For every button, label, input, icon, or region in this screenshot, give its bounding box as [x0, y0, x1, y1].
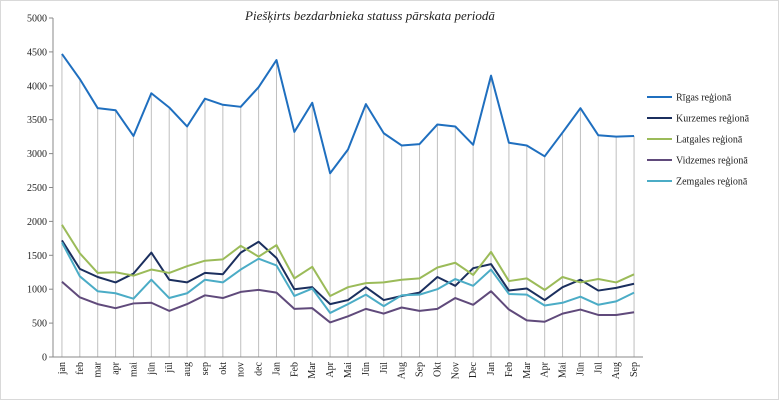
- x-tick-label: jan: [57, 362, 68, 375]
- legend-label: Vidzemes reģionā: [676, 156, 748, 167]
- y-tick-label: 1000: [27, 285, 47, 296]
- y-tick-label: 3500: [27, 115, 47, 126]
- x-tick-label: sep: [200, 362, 211, 375]
- x-tick-label: Mar: [522, 361, 533, 378]
- x-tick-label: jūn: [146, 362, 157, 376]
- y-tick-label: 5000: [27, 14, 47, 25]
- x-tick-label: Feb: [504, 362, 515, 377]
- x-tick-label: nov: [236, 362, 247, 377]
- x-tick-label: Jūl: [593, 362, 604, 374]
- x-tick-label: Sep: [629, 362, 640, 377]
- y-tick-label: 4000: [27, 81, 47, 92]
- x-tick-label: okt: [218, 362, 229, 375]
- x-tick-label: Mai: [343, 362, 354, 378]
- y-tick-label: 0: [42, 353, 47, 364]
- x-tick-label: aug: [182, 362, 193, 376]
- x-tick-label: Okt: [432, 362, 443, 377]
- legend-label: Latgales reģionā: [676, 135, 743, 146]
- series-line: [61, 53, 635, 175]
- x-tick-label: Jan: [486, 362, 497, 375]
- x-tick-label: jūl: [164, 362, 175, 374]
- x-tick-label: Jūn: [575, 362, 586, 376]
- x-tick-label: apr: [111, 361, 122, 374]
- x-tick-label: Mar: [307, 361, 318, 378]
- chart-title: Piešķirts bezdarbnieka statuss pārskata …: [244, 8, 495, 23]
- y-tick-label: 3000: [27, 149, 47, 160]
- y-tick-label: 500: [32, 319, 47, 330]
- legend-label: Zemgales reģionā: [676, 177, 748, 188]
- series-line: [61, 241, 635, 314]
- x-tick-label: Jūn: [361, 362, 372, 376]
- x-tick-label: dec: [254, 361, 265, 375]
- x-tick-label: Jūl: [379, 362, 390, 374]
- x-tick-label: Dec: [468, 361, 479, 378]
- x-tick-label: Nov: [450, 362, 461, 379]
- x-tick-label: Sep: [415, 362, 426, 377]
- x-tick-label: Apr: [540, 361, 551, 377]
- x-tick-label: Aug: [397, 362, 408, 379]
- y-tick-label: 1500: [27, 251, 47, 262]
- x-tick-label: Jan: [271, 362, 282, 375]
- y-tick-label: 4500: [27, 47, 47, 58]
- series-line: [61, 239, 635, 306]
- x-tick-label: Feb: [289, 362, 300, 377]
- series-line: [61, 224, 635, 297]
- y-tick-label: 2000: [27, 217, 47, 228]
- x-tick-label: mai: [128, 362, 139, 377]
- x-tick-label: Apr: [325, 361, 336, 377]
- x-tick-label: feb: [75, 362, 86, 375]
- legend-label: Rīgas reģionā: [676, 93, 732, 104]
- series-line: [61, 280, 635, 324]
- x-tick-label: Mai: [558, 362, 569, 378]
- legend-label: Kurzemes reģionā: [676, 114, 750, 125]
- y-tick-label: 2500: [27, 183, 47, 194]
- x-tick-label: mar: [93, 361, 104, 377]
- x-tick-label: Aug: [611, 362, 622, 379]
